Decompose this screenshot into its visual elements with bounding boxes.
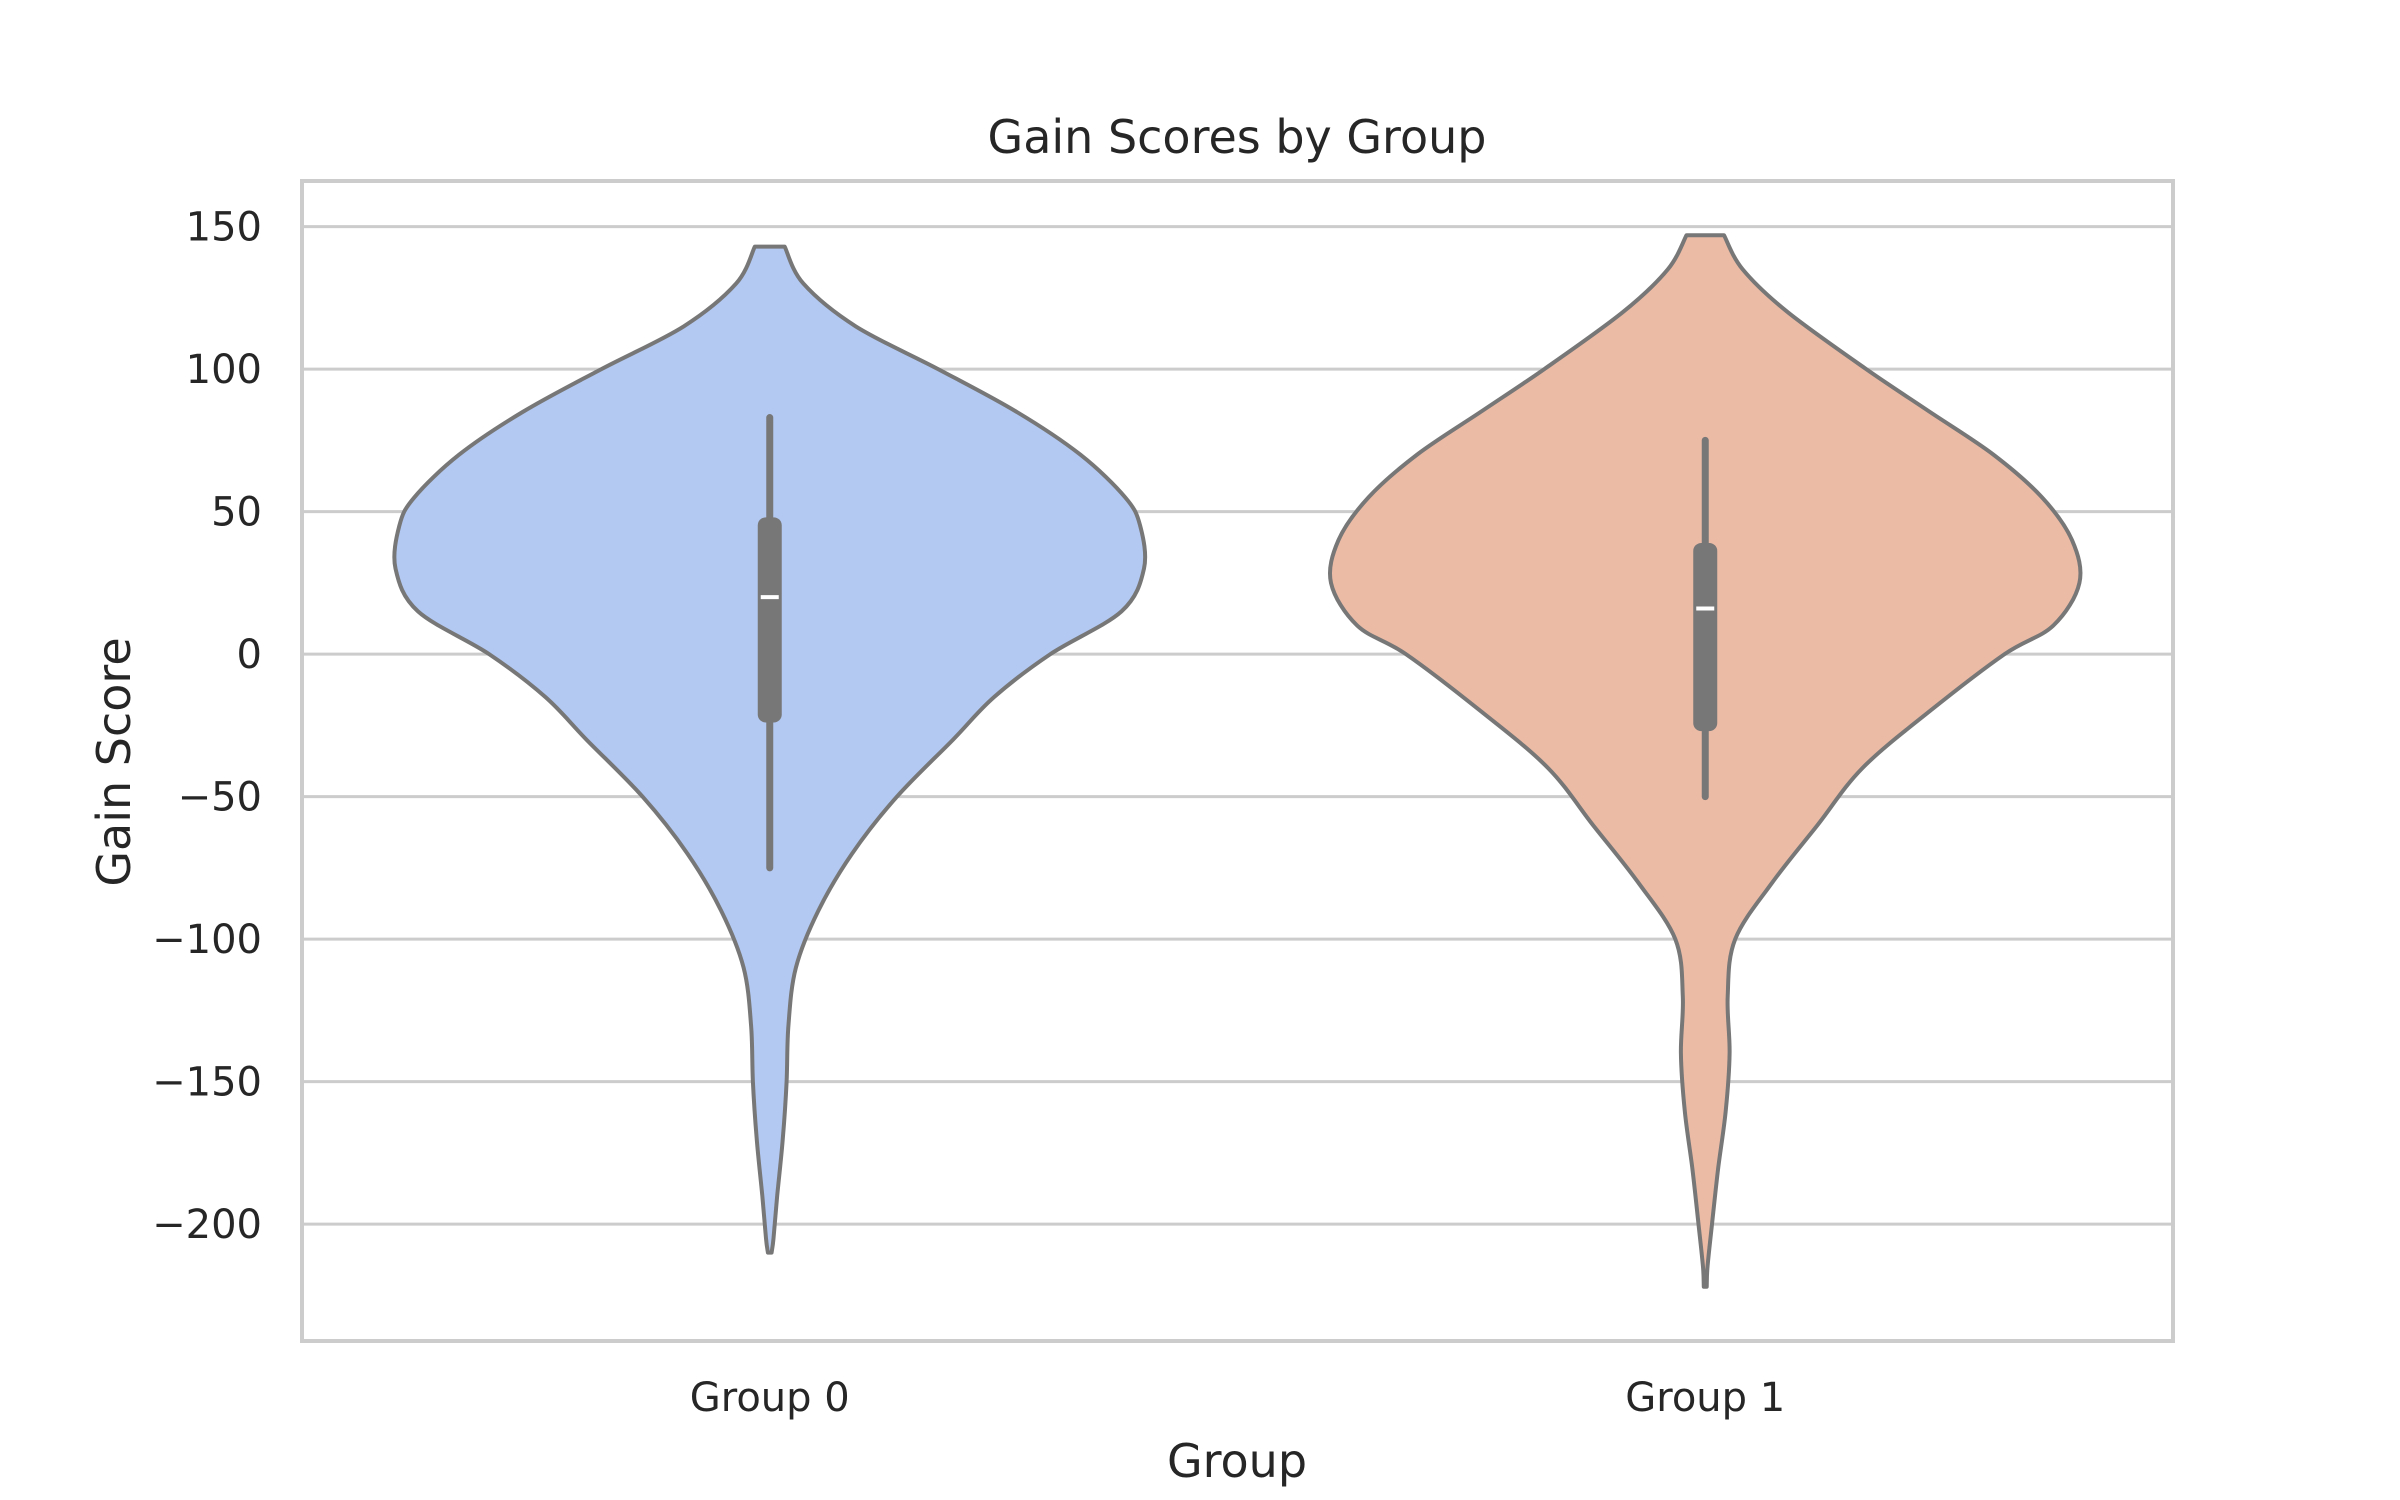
x-tick-label: Group 1 [1625,1375,1785,1421]
violins [392,233,2083,1289]
iqr-box [757,517,782,723]
plot-frame [300,179,2175,1343]
y-tick-label: −150 [152,1060,262,1106]
chart-title: Gain Scores by Group [988,110,1487,164]
x-tick-label: Group 0 [690,1375,850,1421]
y-tick-label: −100 [152,917,262,963]
iqr-box [1693,542,1718,732]
y-axis-label: Gain Score [87,637,141,886]
x-tick-labels: Group 0 Group 1 [690,1375,1785,1421]
y-tick-label: 150 [186,205,262,251]
x-axis-label: Group [1167,1434,1307,1488]
y-tick-label: −50 [178,775,262,821]
y-tick-labels: 150 100 50 0 −50 −100 −150 −200 [152,205,262,1249]
y-tick-label: 0 [237,632,262,678]
y-tick-label: 50 [211,490,262,536]
y-tick-label: −200 [152,1202,262,1248]
y-tick-label: 100 [186,347,262,393]
